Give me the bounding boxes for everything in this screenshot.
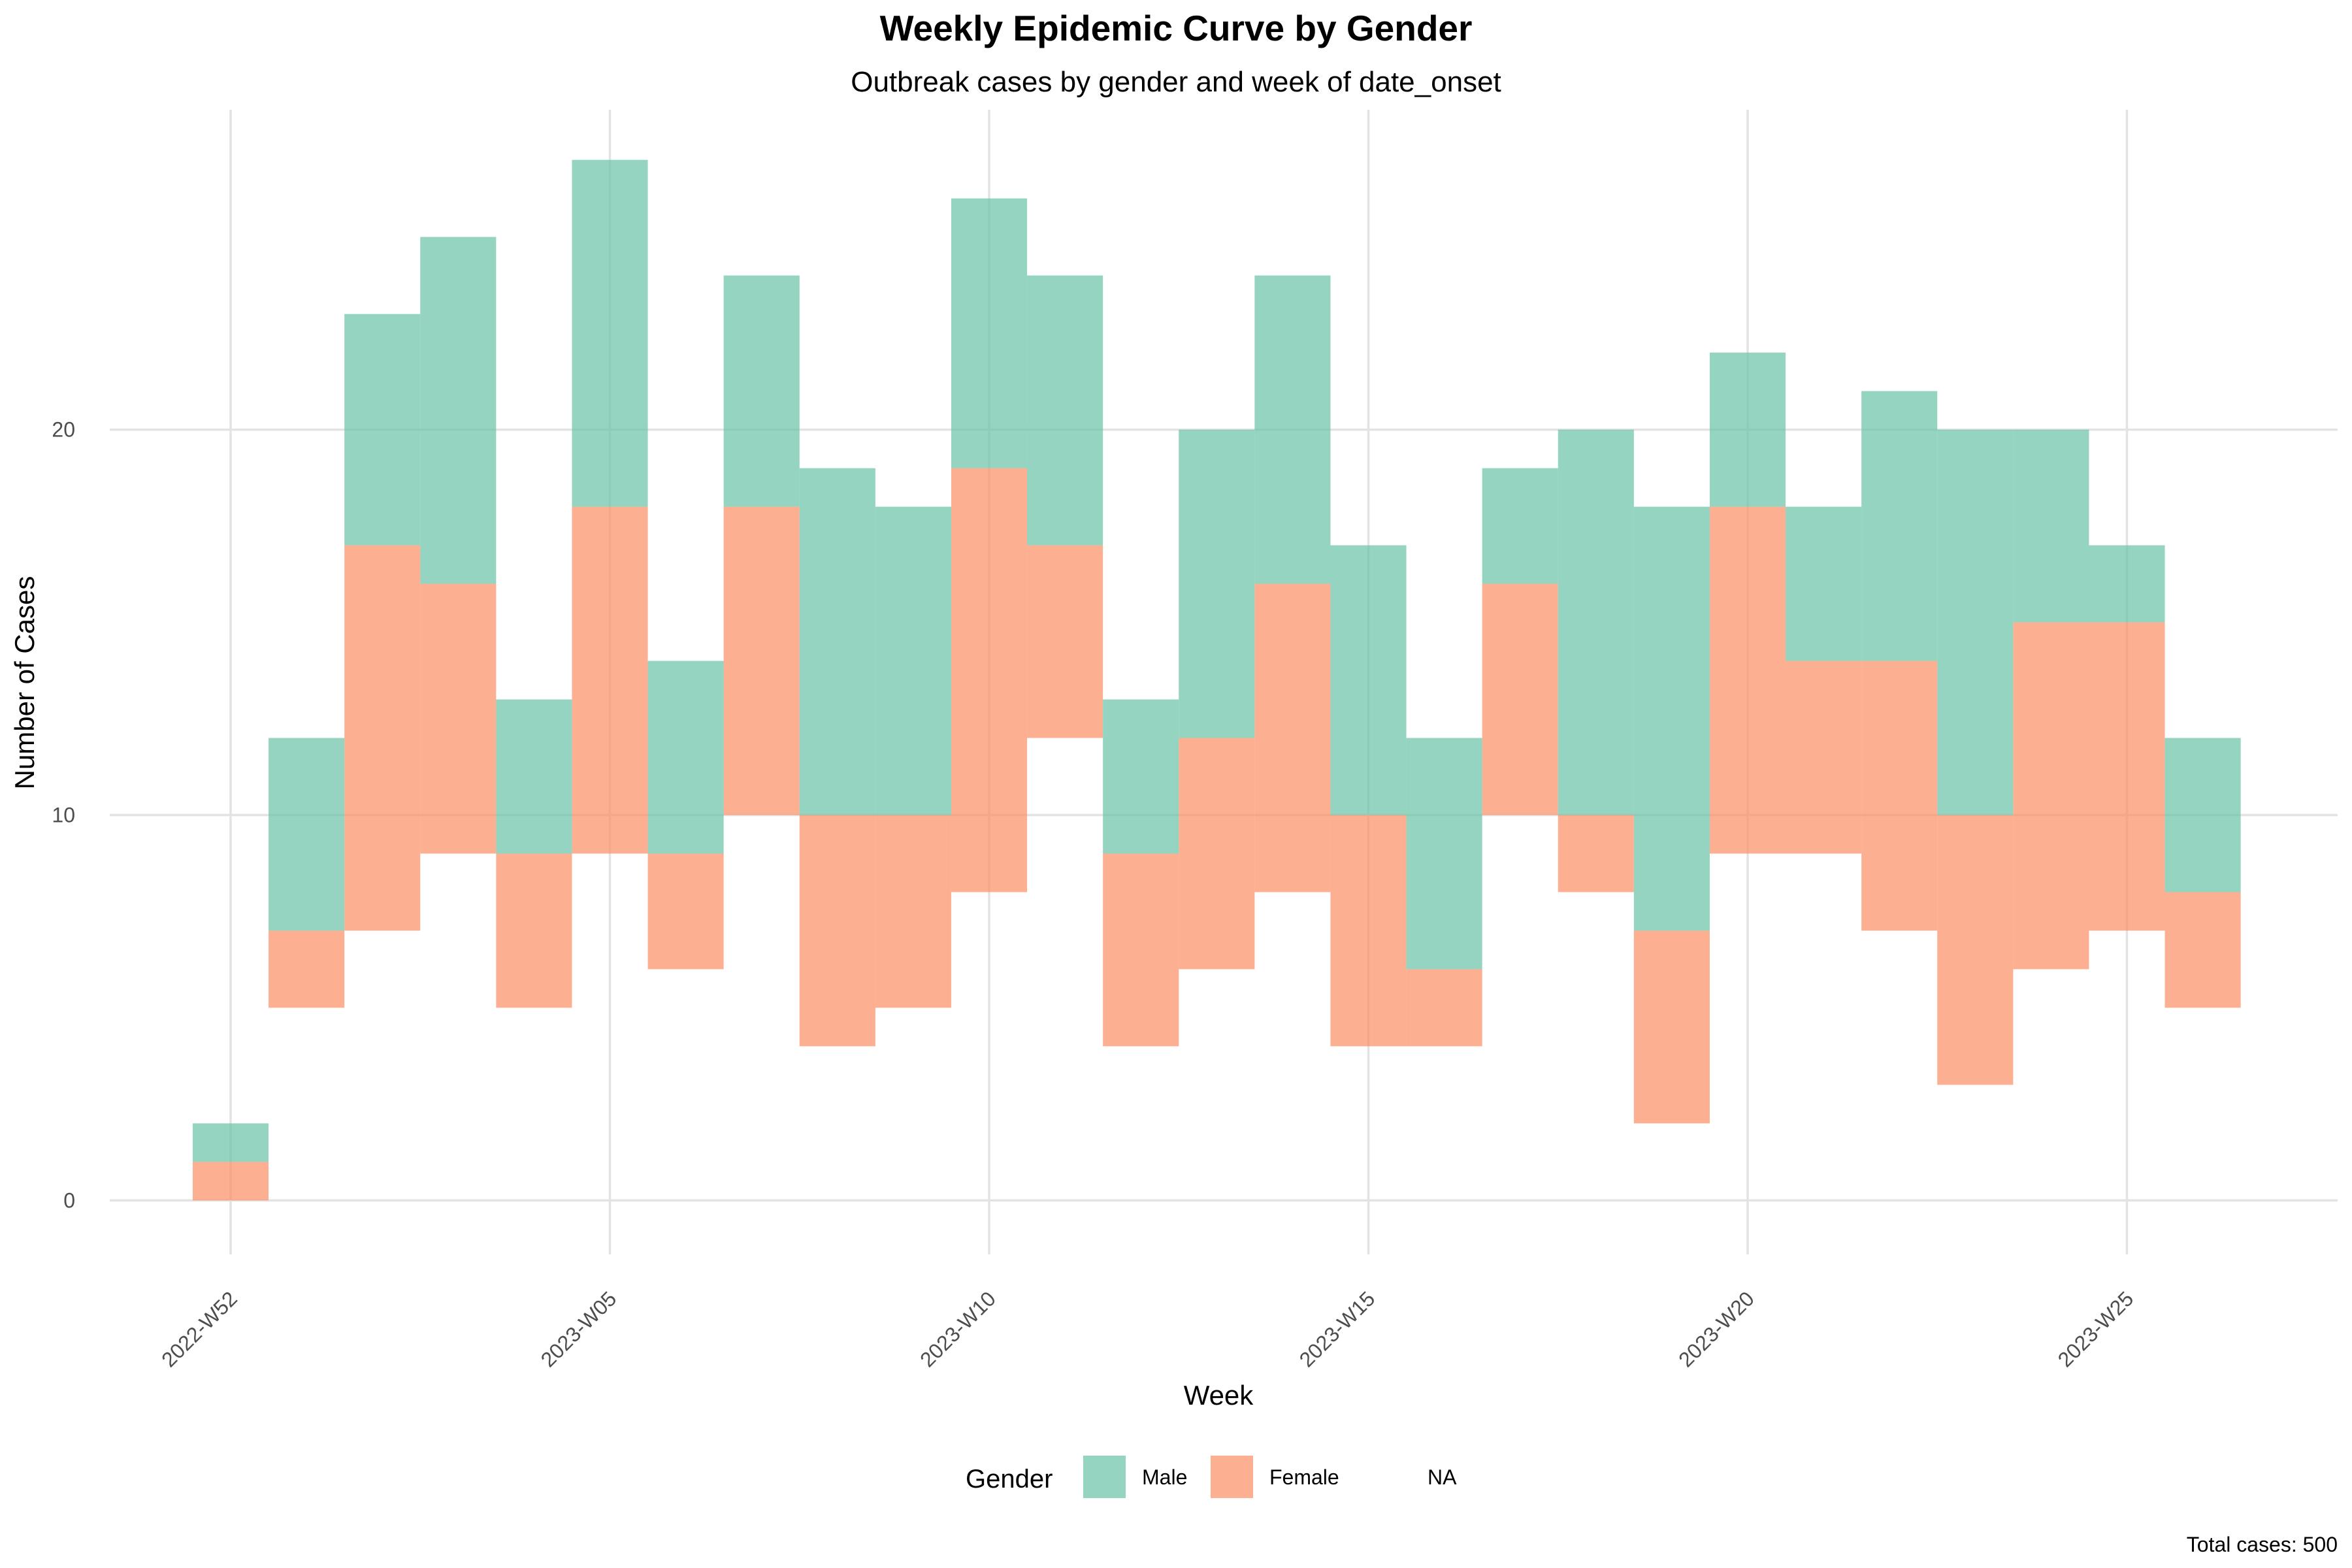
x-tick-label-2023-W10: 2023-W10 [915,1286,1000,1371]
bar-female-2023-W17 [1482,583,1558,815]
bar-male-2023-W20 [1709,352,1786,507]
bar-male-2023-W02 [344,314,421,546]
bar-male-2023-W12 [1103,699,1179,854]
bar-male-2023-W22 [1861,391,1938,661]
bar-female-2023-W07 [723,506,800,815]
bar-male-2023-W21 [1786,506,1862,661]
legend-label-male: Male [1142,1465,1187,1489]
bar-female-2023-W05 [572,506,648,854]
bar-male-2023-W18 [1558,429,1634,815]
bar-female-2023-W04 [496,853,572,1008]
bar-female-2023-W16 [1406,969,1482,1047]
chart-title: Weekly Epidemic Curve by Gender [880,8,1473,48]
legend-swatch-female [1211,1456,1253,1498]
legend-swatch-male [1083,1456,1126,1498]
y-tick-label-20: 20 [52,418,75,442]
bar-female-2023-W19 [1633,930,1710,1124]
bar-male-2023-W03 [420,237,497,584]
bar-male-2023-W19 [1633,506,1710,931]
bar-female-2023-W15 [1330,815,1407,1047]
bar-male-2023-W10 [951,198,1028,468]
bar-male-2023-W08 [799,468,875,815]
x-tick-label-2022-W52: 2022-W52 [157,1286,242,1371]
bar-female-2023-W21 [1786,661,1862,854]
bar-female-2023-W20 [1709,506,1786,854]
chart-subtitle: Outbreak cases by gender and week of dat… [851,66,1501,98]
bar-female-2023-W11 [1027,545,1103,738]
bar-female-2023-W02 [344,545,421,931]
x-tick-label-2023-W05: 2023-W05 [536,1286,621,1371]
bar-female-2023-W14 [1254,583,1331,892]
bar-male-2023-W17 [1482,468,1558,584]
legend: Gender Male Female NA [966,1456,1457,1498]
bar-male-2023-W16 [1406,738,1482,970]
y-axis-title: Number of Cases [9,576,40,790]
bar-male-2023-W23 [1937,429,2014,815]
bar-male-2023-W26 [2164,738,2241,892]
legend-label-female: Female [1269,1465,1339,1489]
bar-male-2023-W11 [1027,275,1103,546]
x-axis-title: Week [1184,1380,1254,1411]
bar-male-2023-W25 [2089,545,2165,623]
bar-female-2023-W06 [647,853,724,970]
caption-total-cases: Total cases: 500 [2187,1533,2338,1556]
y-axis-ticks: 0 10 20 [52,418,75,1213]
x-tick-label-2023-W25: 2023-W25 [2053,1286,2138,1371]
bar-male-2023-W13 [1179,429,1255,738]
y-tick-label-0: 0 [63,1188,75,1212]
bar-male-2023-W07 [723,275,800,507]
bar-female-2023-W24 [2013,622,2089,970]
bar-female-2023-W13 [1179,738,1255,970]
bar-female-2023-W25 [2089,622,2165,931]
bar-female-2023-W18 [1558,815,1634,892]
legend-label-na: NA [1428,1465,1457,1489]
bar-male-2023-W06 [647,661,724,854]
bar-male-2023-W09 [875,506,951,815]
bar-male-2023-W01 [269,738,345,931]
bar-female-2022-W52 [192,1162,269,1201]
legend-title: Gender [966,1465,1053,1494]
x-tick-label-2023-W20: 2023-W20 [1674,1286,1759,1371]
bar-female-2023-W03 [420,583,497,854]
bar-female-2023-W12 [1103,853,1179,1047]
bar-female-2023-W01 [269,930,345,1008]
bars [192,159,2241,1201]
bar-female-2023-W22 [1861,661,1938,931]
bar-male-2022-W52 [192,1123,269,1162]
bar-male-2023-W15 [1330,545,1407,815]
bar-female-2023-W23 [1937,815,2014,1085]
bar-female-2023-W26 [2164,892,2241,1008]
x-axis-ticks: 2022-W52 2023-W05 2023-W10 2023-W15 2023-W20… [157,1286,2138,1371]
bar-male-2023-W04 [496,699,572,854]
bar-male-2023-W05 [572,159,648,507]
x-tick-label-2023-W15: 2023-W15 [1295,1286,1380,1371]
y-tick-label-10: 10 [52,804,75,827]
bar-female-2023-W10 [951,468,1028,892]
bar-female-2023-W09 [875,815,951,1008]
bar-male-2023-W24 [2013,429,2089,623]
bar-male-2023-W14 [1254,275,1331,584]
bar-female-2023-W08 [799,815,875,1047]
